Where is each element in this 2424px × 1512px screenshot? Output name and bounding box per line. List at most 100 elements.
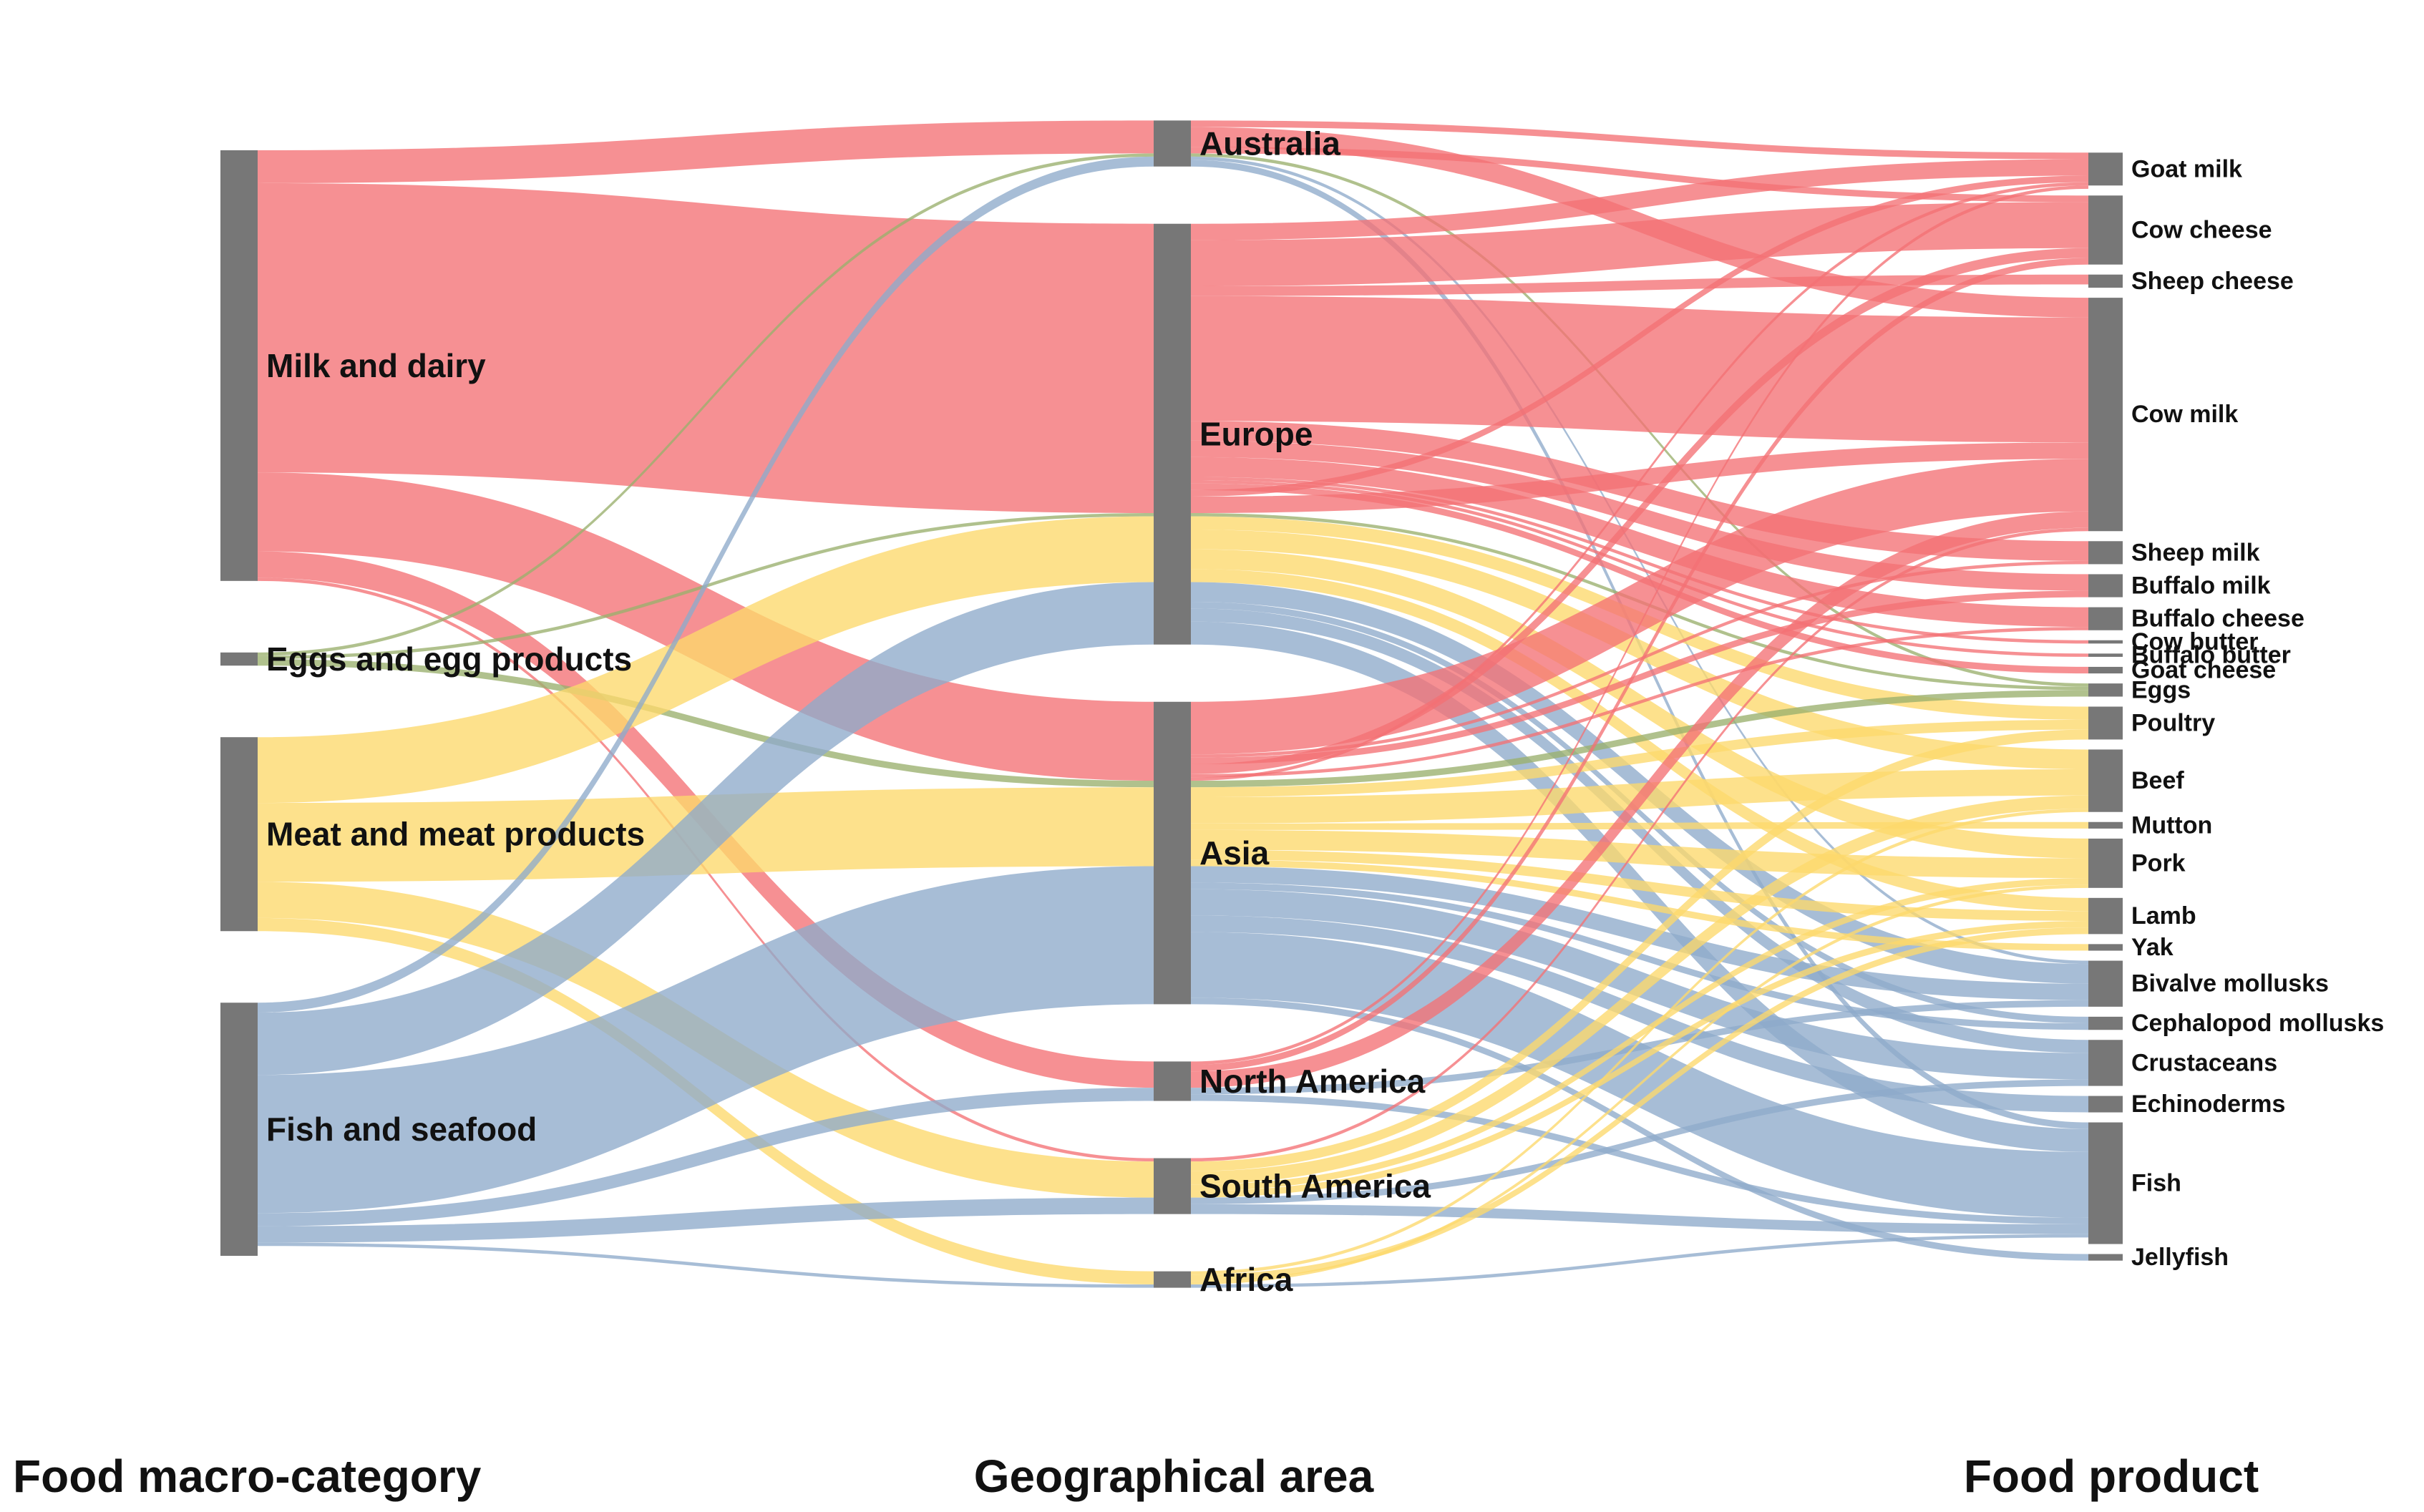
node-africa (1154, 1271, 1191, 1288)
node-crustaceans (2088, 1040, 2123, 1086)
node-label-lamb: Lamb (2131, 902, 2196, 930)
node-mutton (2088, 821, 2123, 829)
geo-product-link-asia-pork-37 (1191, 829, 2088, 879)
node-beef (2088, 749, 2123, 812)
geo-product-link-asia-bivalve-40 (1191, 866, 2088, 1000)
geo-product-link-asia-fish_p-44 (1191, 932, 2088, 1218)
node-label-cow_cheese: Cow cheese (2131, 216, 2272, 243)
node-asia (1154, 701, 1191, 1005)
node-cow_butter (2088, 640, 2123, 644)
node-poultry (2088, 706, 2123, 740)
node-cow_cheese (2088, 195, 2123, 265)
macro-geo-link-eggs-australia-5 (258, 153, 1154, 656)
node-label-yak: Yak (2131, 934, 2174, 961)
node-sheep_milk (2088, 541, 2123, 565)
node-milk (220, 150, 258, 581)
geo-product-link-australia-cow_cheese-2 (1191, 147, 2088, 203)
geo-product-link-africa-beef-58 (1191, 809, 2088, 1275)
node-label-crustaceans: Crustaceans (2131, 1049, 2277, 1076)
geo-product-link-africa-lamb-59 (1191, 927, 2088, 1282)
node-buffalo_cheese (2088, 607, 2123, 630)
node-label-asia: Asia (1199, 834, 1270, 872)
geo-product-link-asia-goat_milk-32 (1191, 182, 2088, 781)
node-cow_milk (2088, 298, 2123, 532)
node-namerica (1154, 1061, 1191, 1101)
node-label-cephalopod: Cephalopod mollusks (2131, 1010, 2384, 1037)
node-label-echinoderms: Echinoderms (2131, 1091, 2285, 1118)
column-title-product: Food product (1964, 1450, 2259, 1502)
geo-product-link-asia-yak-39 (1191, 859, 2088, 951)
node-pork (2088, 838, 2123, 888)
node-buffalo_milk (2088, 574, 2123, 598)
node-label-fish_p: Fish (2131, 1170, 2181, 1197)
node-label-bivalve: Bivalve mollusks (2131, 970, 2329, 998)
nodes-layer (220, 120, 2123, 1288)
geo-product-link-asia-sheep_milk-28 (1191, 560, 2088, 758)
node-sheep_cheese (2088, 274, 2123, 288)
geo-product-link-asia-cephalopod-41 (1191, 882, 2088, 1030)
geo-product-link-namerica-cow_cheese-47 (1191, 258, 2088, 1072)
node-label-namerica: North America (1199, 1063, 1426, 1100)
geo-product-link-asia-lamb-38 (1191, 849, 2088, 921)
geo-product-link-europe-cephalopod-24 (1191, 602, 2088, 1024)
geo-product-link-europe-bivalve-23 (1191, 582, 2088, 984)
geo-product-link-europe-buffalo_cheese-12 (1191, 457, 2088, 628)
macro-geo-link-fish-namerica-15 (258, 1088, 1154, 1226)
links-layer (258, 120, 2088, 1288)
node-label-buffalo_milk: Buffalo milk (2131, 572, 2271, 600)
node-label-australia: Australia (1199, 125, 1340, 162)
node-label-fish: Fish and seafood (266, 1111, 537, 1148)
geo-product-link-asia-eggs_p-33 (1191, 690, 2088, 788)
node-label-cow_butter: Cow butter (2131, 628, 2259, 655)
geo-product-link-samerica-lamb-55 (1191, 920, 2088, 1198)
geo-product-link-europe-sheep_milk-10 (1191, 421, 2088, 561)
geo-product-link-asia-mutton-36 (1191, 821, 2088, 830)
geo-product-link-samerica-crustaceans-56 (1191, 1079, 2088, 1204)
macro-geo-link-eggs-asia-7 (258, 659, 1154, 788)
node-label-sheep_milk: Sheep milk (2131, 539, 2260, 566)
geo-product-link-samerica-beef-53 (1191, 795, 2088, 1185)
node-label-eggs_p: Eggs (2131, 676, 2191, 703)
node-label-cow_milk: Cow milk (2131, 401, 2238, 428)
geo-product-link-asia-buffalo_milk-29 (1191, 590, 2088, 765)
node-label-buffalo_cheese: Buffalo cheese (2131, 605, 2304, 633)
macro-geo-link-meat-europe-8 (258, 516, 1154, 804)
node-label-buffalo_butter: Buffalo butter (2131, 642, 2291, 669)
geo-product-link-namerica-fish_p-50 (1191, 1094, 2088, 1224)
geo-product-link-asia-cow_cheese-30 (1191, 248, 2088, 774)
macro-geo-link-fish-europe-13 (258, 582, 1154, 1076)
node-label-meat: Meat and meat products (266, 816, 645, 853)
geo-product-link-europe-beef-20 (1191, 529, 2088, 770)
node-samerica (1154, 1158, 1191, 1214)
node-label-poultry: Poultry (2131, 709, 2215, 736)
geo-product-link-samerica-poultry-52 (1191, 729, 2088, 1171)
column-title-macro: Food macro-category (13, 1450, 482, 1502)
geo-product-link-europe-goat_milk-6 (1191, 159, 2088, 240)
macro-geo-link-milk-asia-2 (258, 472, 1154, 781)
node-cephalopod (2088, 1016, 2123, 1030)
node-eggs_p (2088, 683, 2123, 697)
node-australia (1154, 120, 1191, 167)
node-eggs (220, 652, 258, 666)
node-echinoderms (2088, 1096, 2123, 1113)
node-label-samerica: South America (1199, 1168, 1431, 1205)
node-label-pork: Pork (2131, 849, 2186, 877)
geo-product-link-namerica-bivalve-49 (1191, 1000, 2088, 1095)
geo-product-link-asia-jellyfish-45 (1191, 998, 2088, 1261)
geo-product-link-australia-goat_milk-0 (1191, 120, 2088, 160)
geo-product-link-samerica-fish_p-57 (1191, 1204, 2088, 1234)
geo-product-link-europe-cow_milk-17 (1191, 442, 2088, 513)
node-goat_cheese (2088, 666, 2123, 674)
node-label-mutton: Mutton (2131, 811, 2212, 839)
geo-product-link-europe-cow_butter-13 (1191, 477, 2088, 644)
node-label-beef: Beef (2131, 767, 2184, 794)
column-titles: Food macro-category Geographical area Fo… (13, 1450, 2259, 1502)
geo-product-link-asia-poultry-34 (1191, 719, 2088, 797)
geo-product-link-europe-goat_cheese-15 (1191, 483, 2088, 674)
macro-geo-link-milk-australia-0 (258, 120, 1154, 183)
node-label-sheep_cheese: Sheep cheese (2131, 268, 2294, 295)
geo-product-link-namerica-goat_milk-46 (1191, 185, 2088, 1065)
geo-product-link-asia-buffalo_cheese-31 (1191, 627, 2088, 778)
